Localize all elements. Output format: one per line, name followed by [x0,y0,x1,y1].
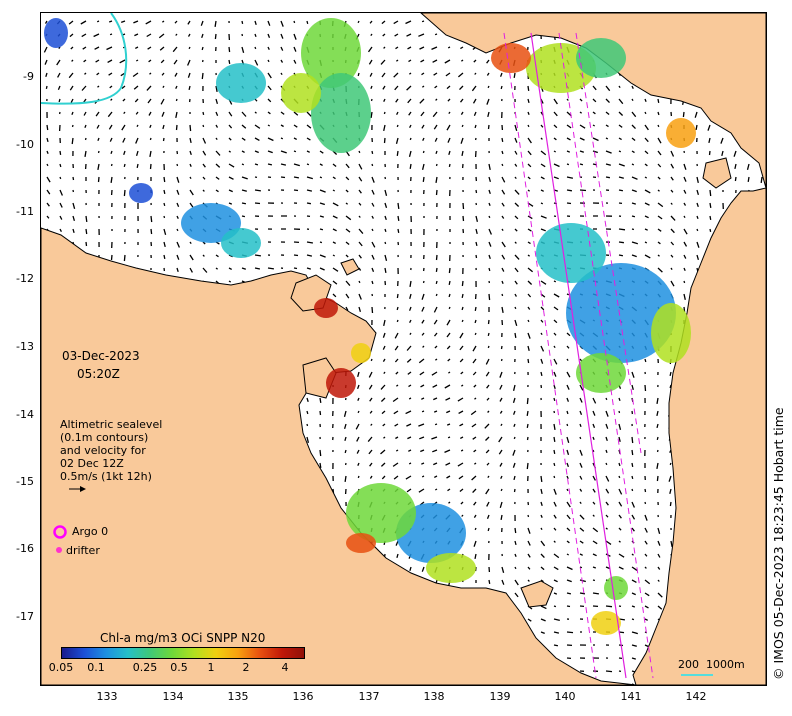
chl-patch [311,73,371,153]
land-cape-york [632,187,766,685]
chl-patch [314,298,338,318]
chl-patch [536,223,606,283]
land-new-guinea [420,13,766,189]
velocity-note-line: (0.1m contours) [60,431,149,444]
drifter-marker-icon [56,547,62,553]
chl-patch [566,263,676,363]
chl-patch [591,611,621,635]
lon-tick: 138 [423,690,445,703]
chl-patch [351,343,371,363]
lat-tick: -17 [16,610,34,623]
chl-patch [426,553,476,583]
colorbar [61,647,305,659]
chl-patches [44,18,696,635]
land-island-4 [340,258,360,276]
chl-patch [181,203,241,243]
lat-tick: -13 [16,340,34,353]
lon-tick: 137 [358,690,380,703]
colorbar-tick: 0.05 [48,661,74,674]
lon-tick: 133 [96,690,118,703]
colorbar-tick: 2 [242,661,250,674]
lat-tick: -9 [23,70,34,83]
lat-tick: -10 [16,138,34,151]
chl-patch [666,118,696,148]
chl-patch [221,228,261,258]
lat-tick: -12 [16,272,34,285]
altimeter-track-1 [530,32,627,679]
chl-patch [326,368,356,398]
lon-tick: 140 [554,690,576,703]
chl-patch [604,576,628,600]
land-island-3 [702,157,732,189]
velocity-note-line: and velocity for [60,444,146,457]
colorbar-tick: 0.5 [170,661,188,674]
velocity-note-line: 02 Dec 12Z [60,457,124,470]
chl-patch [576,353,626,393]
altimeter-track-1c [558,32,654,679]
argo-label: Argo 0 [72,525,109,538]
chlorophyll-map [41,13,766,685]
lat-tick: -16 [16,542,34,555]
velocity-note-line: Altimetric sealevel [60,418,163,431]
credit-text: © IMOS 05-Dec-2023 18:23:45 Hobart time [771,407,786,680]
velocity-note-line: 0.5m/s (1kt 12h) [60,470,152,483]
altimeter-track-1b [503,32,597,679]
lon-tick: 135 [227,690,249,703]
colorbar-tick: 0.1 [87,661,105,674]
altimeter-track-2 [575,32,642,454]
chl-patch [301,18,361,88]
chl-patch [346,483,416,543]
argo-marker-icon [53,525,67,539]
chl-patch [346,533,376,553]
colorbar-tick: 0.25 [132,661,158,674]
chl-patch [216,63,266,103]
drifter-label: drifter [66,544,100,557]
land-mornington [520,580,554,608]
scale-label-200: 200 [678,658,699,671]
chl-patch [281,73,321,113]
scale-label-1000: 1000m [706,658,745,671]
map-frame [40,12,767,686]
lon-tick: 134 [162,690,184,703]
sealevel-contour [41,13,128,105]
velocity-reference-arrow [69,486,86,492]
chl-patch [44,18,68,48]
chl-patch [576,38,626,78]
colorbar-tick: 1 [207,661,215,674]
map-date: 03-Dec-2023 [62,349,140,363]
chl-patch [651,303,691,363]
lon-tick: 142 [685,690,707,703]
chl-patch [491,43,531,73]
lat-tick: -15 [16,475,34,488]
colorbar-title: Chl-a mg/m3 OCi SNPP N20 [100,631,266,645]
lon-tick: 136 [292,690,314,703]
chl-patch [129,183,153,203]
map-time: 05:20Z [77,367,120,381]
lat-tick: -11 [16,205,34,218]
lon-tick: 141 [620,690,642,703]
colorbar-tick: 4 [281,661,289,674]
lat-tick: -14 [16,408,34,421]
lon-tick: 139 [489,690,511,703]
